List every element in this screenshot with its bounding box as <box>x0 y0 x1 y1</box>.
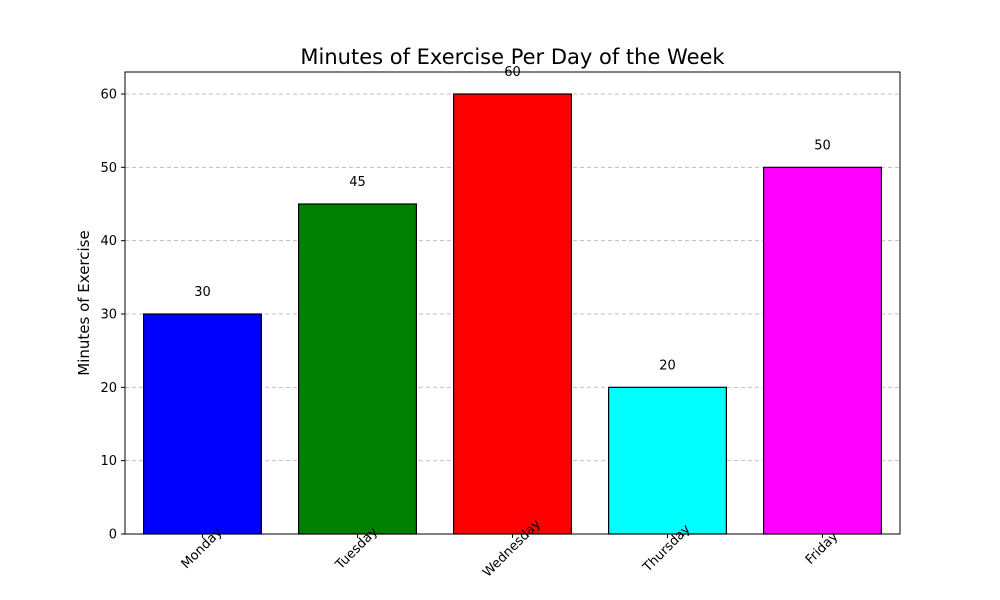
data-label: 60 <box>504 65 521 80</box>
y-tick-label: 30 <box>100 308 117 323</box>
data-label: 45 <box>349 175 366 190</box>
data-label: 30 <box>194 285 211 300</box>
y-axis-ticks: 0 10 20 30 40 50 60 <box>100 88 125 543</box>
y-axis-label: Minutes of Exercise <box>75 230 93 375</box>
bar-thursday <box>607 386 727 535</box>
y-tick-label: 10 <box>100 454 117 469</box>
data-labels: 30 45 60 20 50 <box>194 65 831 373</box>
data-label: 20 <box>659 358 676 373</box>
y-tick-label: 60 <box>100 88 117 103</box>
y-tick-label: 20 <box>100 381 117 396</box>
data-label: 50 <box>814 138 831 153</box>
bar-friday <box>762 166 882 535</box>
bar-tuesday <box>298 203 418 535</box>
bar-monday <box>143 313 263 535</box>
bar-group <box>143 93 882 535</box>
y-tick-label: 50 <box>100 161 117 176</box>
y-tick-label: 0 <box>109 528 117 543</box>
bar-wednesday <box>453 93 573 535</box>
y-tick-label: 40 <box>100 234 117 249</box>
chart-title: Minutes of Exercise Per Day of the Week <box>300 45 725 69</box>
